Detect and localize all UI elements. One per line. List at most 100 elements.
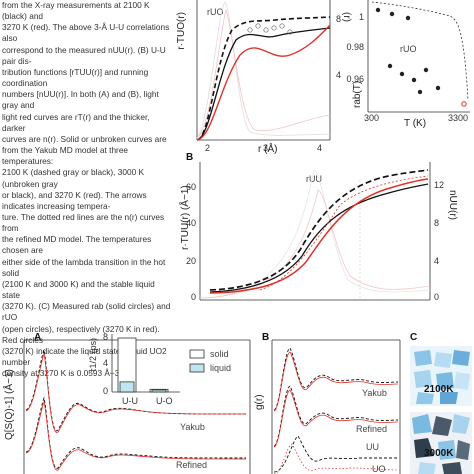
tile-1 — [414, 350, 432, 366]
tile-13 — [438, 440, 456, 460]
gr-refined-curve — [273, 385, 399, 447]
legend-liquid-swatch — [189, 363, 205, 373]
inset-x-tick-300: 300 — [364, 113, 379, 123]
tile-16 — [442, 462, 462, 474]
gr-uu-curve — [273, 435, 398, 473]
uu-y-right-tick-8: 8 — [434, 218, 439, 228]
caption-line: correspond to the measured nUU(r). (B) U… — [2, 44, 166, 66]
uu-curve-label: rUU — [306, 174, 322, 184]
uu-light-red-pdf — [199, 189, 431, 299]
tile-3 — [452, 350, 470, 366]
gr-yakub-red-curve — [273, 351, 399, 412]
uu-black-nr — [209, 183, 429, 293]
caption-line: (2100 K and 3000 K) and the stable liqui… — [2, 278, 155, 301]
tile-12 — [414, 438, 434, 458]
caption-line: from the X-ray measurements at 2100 K (b… — [2, 0, 150, 22]
uu-red-dotted-nr — [259, 175, 429, 291]
uu-y-right-label: nUU(r) — [447, 190, 458, 220]
uu-y-tick-20: 20 — [186, 256, 196, 266]
bar-marks — [117, 337, 169, 393]
y-right-label: (r) — [341, 12, 352, 22]
caption-line: (open circles), respectively (3270 K in … — [2, 323, 160, 345]
uu-dashed-nr — [209, 169, 429, 291]
uu-y-right-tick-0: 0 — [434, 292, 439, 302]
uu-light-gray-pdf — [199, 169, 431, 299]
inset-y-label: rab(T) — [352, 81, 363, 108]
tile-14 — [456, 440, 470, 460]
bar-liquid-u-u — [119, 381, 135, 393]
caption-line: ture. The dotted red lines are the n(r) … — [2, 211, 165, 234]
light-gray-pdf — [196, 1, 331, 139]
caption-line: from the Yakub MD model at three tempera… — [2, 145, 129, 167]
panel-b-gr: B g(r) Yakub Refined UU UO — [254, 332, 401, 474]
bar-y-tick-8: 8 — [103, 332, 108, 342]
panel-letter-a: A — [34, 332, 41, 343]
uu-y-label: r·TUU(r) (Å−1) — [178, 185, 191, 250]
bar-y-tick-0: 0 — [103, 386, 108, 396]
inset-y-tick-096: 0.96 — [346, 74, 364, 84]
tile-11 — [452, 414, 470, 434]
top-uo-panel: r·TUO(r) (r) 4 8 2 3 4 r (Å) rUO — [176, 0, 352, 155]
open-circles — [247, 23, 293, 35]
curve-label-ruo: rUO — [207, 7, 224, 17]
caption-line: either side of the lambda transition in … — [2, 256, 166, 278]
dashed-black-nr — [196, 16, 331, 141]
figure-caption: from the X-ray measurements at 2100 K (b… — [2, 0, 174, 379]
y-tick-8: 8 — [336, 14, 341, 24]
tile-8 — [440, 392, 458, 404]
gr-refined-red-curve — [273, 389, 399, 448]
legend-liquid: liquid — [210, 363, 231, 373]
a-refined-red-curve — [25, 400, 247, 471]
caption-line: 3270 K (red). The above 3-Å U-U correlat… — [2, 22, 170, 44]
panel-c: C 2100K 3000K — [410, 332, 472, 474]
uu-y-right-tick-4: 4 — [434, 256, 439, 266]
y-axis-label: r·TUO(r) — [176, 12, 187, 50]
bar-liquid-u-o — [151, 389, 167, 393]
gr-label-uu: UU — [366, 442, 379, 452]
y-tick-4: 4 — [336, 70, 341, 80]
red-nr — [196, 24, 331, 141]
x-tick-2: 2 — [205, 143, 210, 153]
caption-line: or black), and 3270 K (red). The arrows … — [2, 189, 147, 211]
bar-y-label: τ1/2 (ps) — [88, 338, 98, 372]
tau-bar-inset: 8 4 0 τ1/2 (ps) U-U U-O solid liquid — [88, 332, 231, 406]
panel-letter-c: C — [410, 332, 417, 343]
inset-curve-label: rUO — [400, 44, 417, 54]
label-2100k: 2100K — [424, 384, 454, 395]
caption-line: tribution functions [rTUU(r)] and runnin… — [2, 66, 149, 89]
tile-6 — [454, 372, 470, 390]
light-red-pdf — [196, 8, 331, 139]
gr-label-refined: Refined — [356, 424, 387, 434]
a-label-yakub: Yakub — [180, 422, 205, 432]
black-nr — [196, 27, 331, 141]
panel-letter-b: B — [186, 152, 193, 163]
inset-x-label: T (K) — [404, 118, 426, 129]
bar-cat-uo: U-O — [156, 396, 173, 406]
tile-4 — [414, 370, 432, 388]
x-axis-label: r (Å) — [258, 142, 277, 155]
legend-solid-swatch — [189, 349, 205, 359]
gr-y-label: g(r) — [254, 394, 265, 410]
inset-x-tick-3300: 3300 — [448, 113, 468, 123]
inset-y-tick-1: 1 — [359, 12, 364, 22]
panel-a: A Q[S(Q)-1] (Å−1) Yakub Refined 8 4 0 τ1… — [2, 332, 251, 474]
caption-line: (3270 K) indicate the liquid state. Liqu… — [2, 345, 167, 367]
caption-line: (3270 K). (C) Measured rab (solid circle… — [2, 301, 171, 323]
uu-y-tick-0: 0 — [191, 292, 196, 302]
inset-red-circle — [461, 101, 467, 107]
caption-line: the refined MD model. The temperatures c… — [2, 234, 152, 256]
structure-3000k: 3000K — [410, 412, 472, 474]
tile-7 — [416, 392, 434, 404]
x-tick-3: 3 — [263, 143, 268, 153]
a-yakub-red-curve — [25, 352, 247, 433]
bar-cat-uu: U-U — [122, 396, 138, 406]
panel-letter-b2: B — [262, 332, 269, 343]
uu-y-tick-60: 60 — [186, 182, 196, 192]
uu-red-nr — [209, 178, 429, 294]
structure-2100k: 2100K — [410, 346, 472, 406]
gr-label-yakub: Yakub — [362, 388, 387, 398]
legend-solid: solid — [210, 349, 229, 359]
caption-line: 2100 K (dashed gray or black), 3000 K (u… — [2, 167, 145, 189]
tile-5 — [436, 372, 454, 390]
